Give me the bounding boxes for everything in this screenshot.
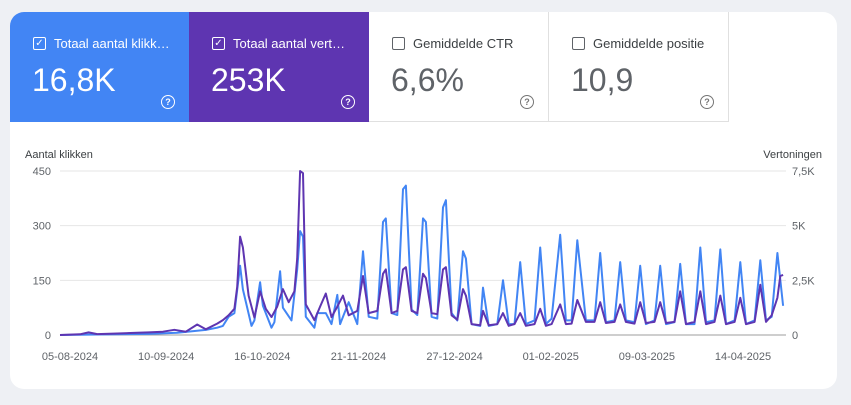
metric-label: Gemiddelde CTR bbox=[413, 36, 514, 51]
help-icon[interactable]: ? bbox=[700, 95, 714, 109]
y-axis-left-ticks: 0 150 300 450 bbox=[33, 166, 51, 342]
impressions-series-line bbox=[59, 170, 784, 336]
metric-label: Gemiddelde positie bbox=[593, 36, 705, 51]
x-tick-label: 14-04-2025 bbox=[715, 351, 771, 363]
metric-header: ✓ Totaal aantal vert… bbox=[212, 36, 345, 51]
x-tick-label: 01-02-2025 bbox=[523, 351, 579, 363]
metric-value: 253K bbox=[211, 62, 286, 98]
y-axis-left-title: Aantal klikken bbox=[25, 149, 93, 161]
metric-header: ✓ Totaal aantal klikk… bbox=[33, 36, 170, 51]
metric-header: Gemiddelde CTR bbox=[392, 36, 513, 51]
performance-card: ✓ Totaal aantal klikk… 16,8K ? ✓ Totaal … bbox=[10, 12, 837, 389]
x-tick-label: 21-11-2024 bbox=[331, 351, 386, 363]
metric-value: 10,9 bbox=[571, 62, 634, 98]
y-right-tick-label: 2,5K bbox=[792, 275, 815, 287]
metric-label: Totaal aantal klikk… bbox=[54, 36, 170, 51]
metric-header: Gemiddelde positie bbox=[572, 36, 704, 51]
x-tick-label: 27-12-2024 bbox=[426, 351, 482, 363]
clicks-series-line bbox=[59, 184, 785, 336]
y-right-tick-label: 7,5K bbox=[792, 166, 815, 178]
x-axis-ticks: 05-08-2024 10-09-2024 16-10-2024 21-11-2024… bbox=[42, 351, 771, 363]
checkbox-checked-icon[interactable]: ✓ bbox=[212, 37, 225, 50]
y-right-tick-label: 5K bbox=[792, 221, 806, 233]
grid-lines bbox=[60, 170, 786, 336]
help-icon[interactable]: ? bbox=[161, 95, 175, 109]
y-axis-right-title: Vertoningen bbox=[763, 149, 822, 161]
help-icon[interactable]: ? bbox=[341, 95, 355, 109]
metric-label: Totaal aantal vert… bbox=[233, 36, 346, 51]
y-left-tick-label: 300 bbox=[33, 221, 51, 233]
y-right-tick-label: 0 bbox=[792, 330, 798, 342]
metric-value: 16,8K bbox=[32, 62, 116, 98]
x-tick-label: 09-03-2025 bbox=[619, 351, 675, 363]
metric-tile-ctr[interactable]: Gemiddelde CTR 6,6% ? bbox=[369, 12, 549, 122]
x-tick-label: 05-08-2024 bbox=[42, 351, 98, 363]
x-tick-label: 10-09-2024 bbox=[138, 351, 194, 363]
help-icon[interactable]: ? bbox=[520, 95, 534, 109]
metric-tile-position[interactable]: Gemiddelde positie 10,9 ? bbox=[549, 12, 729, 122]
y-left-tick-label: 150 bbox=[33, 275, 51, 287]
metric-tile-clicks[interactable]: ✓ Totaal aantal klikk… 16,8K ? bbox=[10, 12, 189, 122]
y-axis-right-ticks: 0 2,5K 5K 7,5K bbox=[792, 166, 815, 342]
metric-tile-impressions[interactable]: ✓ Totaal aantal vert… 253K ? bbox=[189, 12, 369, 122]
performance-chart: Aantal klikken Vertoningen 0 150 300 450 0 2… bbox=[25, 149, 822, 363]
x-tick-label: 16-10-2024 bbox=[234, 351, 290, 363]
checkbox-unchecked-icon[interactable] bbox=[392, 37, 405, 50]
checkbox-checked-icon[interactable]: ✓ bbox=[33, 37, 46, 50]
metric-value: 6,6% bbox=[391, 62, 464, 98]
y-left-tick-label: 450 bbox=[33, 166, 51, 178]
y-left-tick-label: 0 bbox=[45, 330, 51, 342]
checkbox-unchecked-icon[interactable] bbox=[572, 37, 585, 50]
series-lines bbox=[59, 170, 785, 336]
